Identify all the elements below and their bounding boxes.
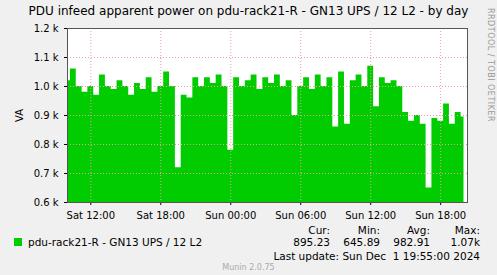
- svg-text:Sat 18:00: Sat 18:00: [137, 210, 185, 221]
- svg-text:VA: VA: [14, 109, 25, 122]
- html-text:1.07k: 1.07k: [450, 236, 480, 248]
- html-text:895.23: 895.23: [293, 236, 330, 248]
- html-text:Last update: Sun Dec 1 19:55:0: Last update: Sun Dec 1 19:55:00 2024: [273, 250, 480, 262]
- svg-text:Sat 12:00: Sat 12:00: [67, 210, 115, 221]
- html-text:Min:: Min:: [357, 224, 380, 236]
- svg-text:1.2 k: 1.2 k: [34, 23, 59, 34]
- html-text:Munin 2.0.75: Munin 2.0.75: [222, 263, 275, 272]
- svg-text:Sun 18:00: Sun 18:00: [415, 210, 466, 221]
- svg-text:Sun 00:00: Sun 00:00: [205, 210, 256, 221]
- html-text:RRDTOOL / TOBI OETIKER: RRDTOOL / TOBI OETIKER: [486, 8, 495, 122]
- html-text:Max:: Max:: [454, 224, 480, 236]
- svg-text:Sun 12:00: Sun 12:00: [345, 210, 396, 221]
- html-text:Cur:: Cur:: [308, 224, 330, 236]
- svg-text:0.7 k: 0.7 k: [34, 168, 59, 179]
- html-text:982.91: 982.91: [393, 236, 430, 248]
- html-text:Avg:: Avg:: [407, 224, 430, 236]
- html-text:pdu-rack21-R - GN13 UPS / 12 L: pdu-rack21-R - GN13 UPS / 12 L2: [28, 236, 203, 248]
- svg-text:1.1 k: 1.1 k: [34, 52, 59, 63]
- svg-text:1.0 k: 1.0 k: [34, 81, 59, 92]
- svg-text:0.8 k: 0.8 k: [34, 139, 59, 150]
- html-text:645.89: 645.89: [343, 236, 380, 248]
- svg-text:0.6 k: 0.6 k: [34, 197, 59, 208]
- svg-text:Sun 06:00: Sun 06:00: [275, 210, 326, 221]
- html-text:PDU infeed apparent power on p: PDU infeed apparent power on pdu-rack21-…: [28, 4, 469, 18]
- svg-text:0.9 k: 0.9 k: [34, 110, 59, 121]
